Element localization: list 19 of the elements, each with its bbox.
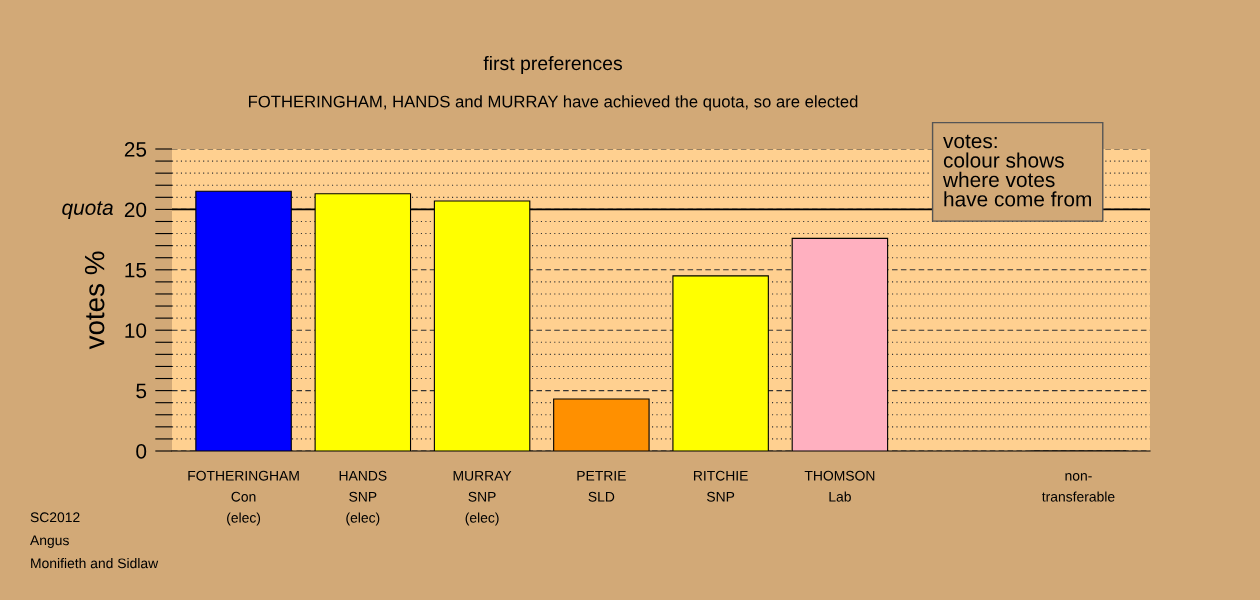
x-tick-label: THOMSON Lab	[804, 470, 875, 502]
y-tick-label: 5	[136, 383, 147, 399]
x-tick-label: RITCHIE SNP	[694, 470, 748, 502]
x-tick-label: PETRIE SLD	[577, 470, 626, 502]
x-tick-label: MURRAY SNP (elec)	[453, 470, 512, 526]
chart-subtitle: FOTHERINGHAM, HANDS and MURRAY have achieved the quota, so are elected	[249, 95, 858, 111]
y-axis-title: votes %	[84, 251, 105, 350]
y-tick-label: 20	[124, 202, 147, 218]
x-tick-label: non- transferable	[1041, 473, 1115, 502]
y-tick-label: 0	[136, 444, 147, 459]
y-tick-label: 15	[125, 263, 147, 278]
ref-line-label: quota	[62, 201, 113, 220]
y-tick-label: 10	[125, 323, 147, 338]
text: SC2012 Angus Monifieth and Sidlaw	[30, 512, 159, 569]
x-tick-label: FOTHERINGHAM Con (elec)	[188, 470, 299, 526]
y-tick-label: 25	[124, 142, 147, 157]
chart-title: first preferences	[483, 55, 623, 75]
x-tick-label: HANDS SNP (elec)	[339, 470, 387, 526]
annotation: votes: colour shows where votes have come from	[942, 134, 1091, 207]
